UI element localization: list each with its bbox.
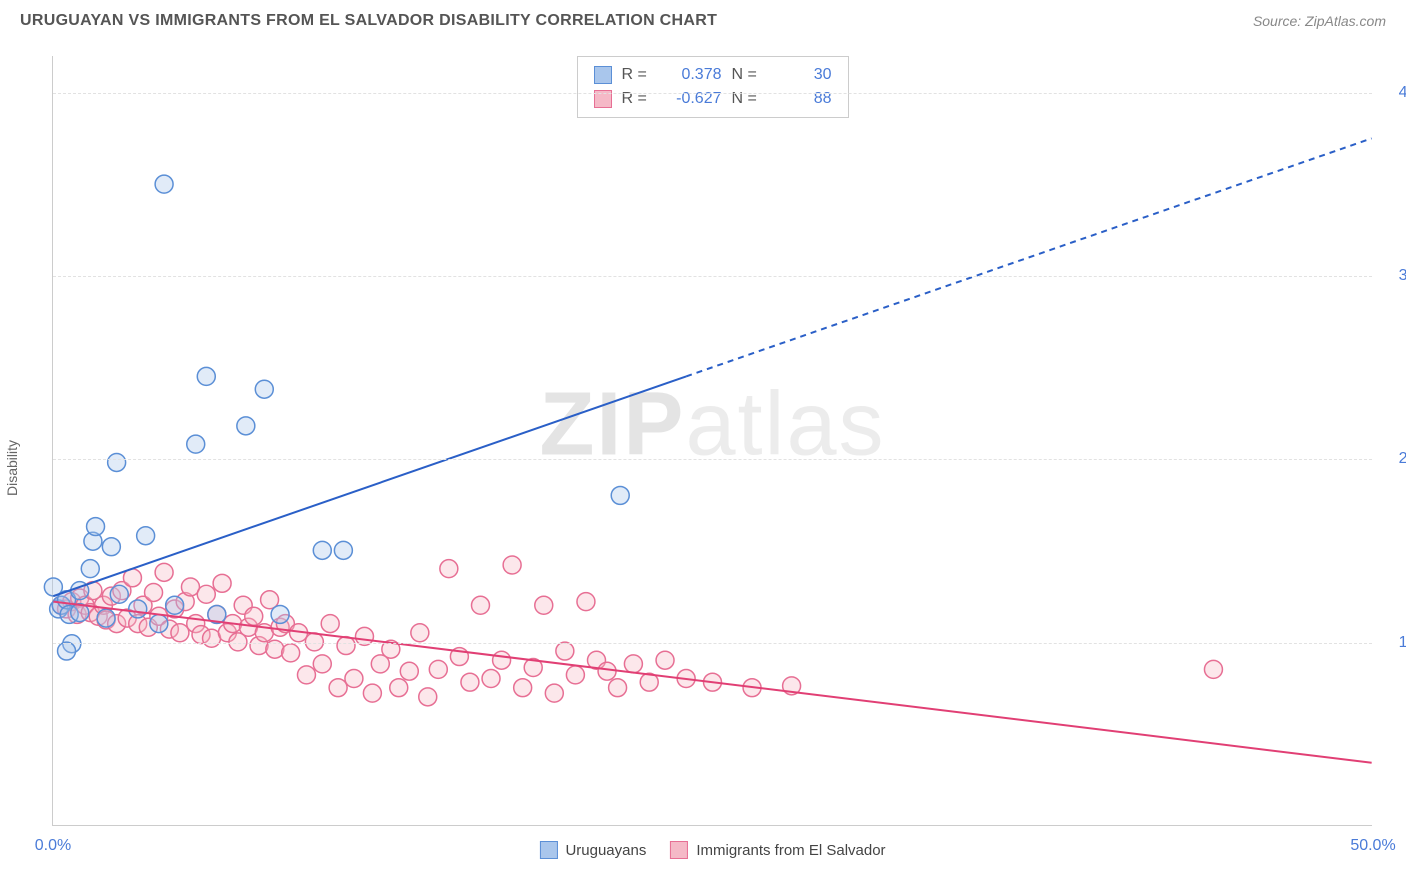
n-value-uruguayans: 30 xyxy=(772,63,832,87)
legend-item-uruguayans: Uruguayans xyxy=(539,841,646,859)
chart-title: URUGUAYAN VS IMMIGRANTS FROM EL SALVADOR… xyxy=(20,12,717,30)
stats-row-uruguayans: R = 0.378 N = 30 xyxy=(594,63,832,87)
stats-row-elsalvador: R = -0.627 N = 88 xyxy=(594,87,832,111)
source-attribution: Source: ZipAtlas.com xyxy=(1253,13,1386,29)
n-label-2: N = xyxy=(732,87,762,111)
source-label: Source: xyxy=(1253,13,1301,29)
chart-area: Disability ZIPatlas R = 0.378 N = 30 R =… xyxy=(20,44,1386,892)
legend-swatch-elsalvador xyxy=(670,841,688,859)
plot-svg xyxy=(53,56,1372,825)
bottom-legend: Uruguayans Immigrants from El Salvador xyxy=(539,841,885,859)
r-value-uruguayans: 0.378 xyxy=(662,63,722,87)
r-label: R = xyxy=(622,63,652,87)
r-value-elsalvador: -0.627 xyxy=(662,87,722,111)
n-value-elsalvador: 88 xyxy=(772,87,832,111)
y-axis-label: Disability xyxy=(4,440,20,496)
y-tick-label: 10.0% xyxy=(1380,634,1406,652)
plot-region: ZIPatlas R = 0.378 N = 30 R = -0.627 N =… xyxy=(52,56,1372,826)
stats-legend-box: R = 0.378 N = 30 R = -0.627 N = 88 xyxy=(577,56,849,118)
x-tick-label: 50.0% xyxy=(1350,837,1395,855)
source-name: ZipAtlas.com xyxy=(1305,13,1386,29)
legend-item-elsalvador: Immigrants from El Salvador xyxy=(670,841,885,859)
legend-label-elsalvador: Immigrants from El Salvador xyxy=(696,842,885,859)
y-tick-label: 30.0% xyxy=(1380,267,1406,285)
chart-header: URUGUAYAN VS IMMIGRANTS FROM EL SALVADOR… xyxy=(0,0,1406,36)
n-label: N = xyxy=(732,63,762,87)
y-tick-label: 20.0% xyxy=(1380,450,1406,468)
x-tick-label: 0.0% xyxy=(35,837,71,855)
legend-label-uruguayans: Uruguayans xyxy=(565,842,646,859)
legend-swatch-uruguayans xyxy=(539,841,557,859)
r-label-2: R = xyxy=(622,87,652,111)
y-tick-label: 40.0% xyxy=(1380,84,1406,102)
swatch-uruguayans xyxy=(594,66,612,84)
